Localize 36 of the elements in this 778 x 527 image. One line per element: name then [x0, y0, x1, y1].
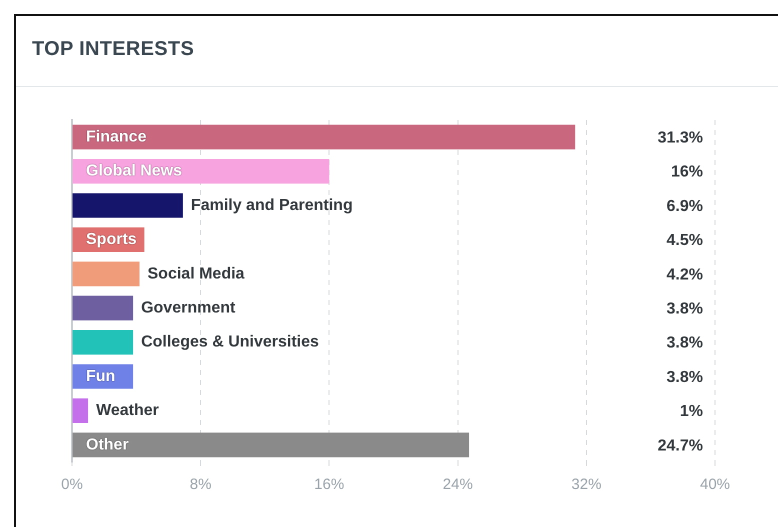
x-tick-label: 8% [190, 476, 212, 494]
data-label: 1% [680, 403, 703, 420]
bar [72, 124, 576, 150]
data-label: 6.9% [666, 198, 703, 215]
y-tick-label: Sports [86, 231, 137, 248]
y-tick-label: Finance [86, 128, 147, 146]
y-tick-label: Weather [96, 402, 159, 420]
x-tick-label: 16% [314, 476, 344, 494]
data-label: 3.8% [666, 300, 703, 318]
x-tick-label: 24% [442, 476, 473, 494]
y-tick-label: Social Media [148, 265, 245, 282]
x-tick-label: 0% [61, 476, 83, 494]
data-label: 3.8% [666, 334, 703, 352]
data-label: 4.5% [666, 232, 703, 250]
bar [72, 296, 134, 320]
y-tick-label: Government [141, 300, 236, 317]
y-tick-label: Fun [86, 368, 116, 385]
x-tick-label: 32% [571, 476, 602, 494]
data-label: 31.3% [658, 130, 703, 147]
bar [72, 193, 183, 218]
bar [72, 364, 134, 389]
bar [72, 158, 330, 184]
chart-title: TOP INTERESTS [32, 38, 194, 61]
y-tick-label: Other [86, 436, 129, 454]
y-tick-label: Colleges & Universities [141, 334, 320, 351]
y-tick-label: Family and Parenting [190, 196, 353, 214]
bar [72, 398, 88, 424]
bar [72, 330, 134, 355]
data-label: 16% [670, 164, 703, 181]
data-label: 24.7% [658, 437, 703, 454]
y-tick-label: Global News [86, 162, 182, 180]
data-label: 3.8% [666, 368, 703, 386]
bar [72, 432, 470, 458]
data-label: 4.2% [666, 266, 703, 284]
x-tick-label: 40% [700, 476, 730, 494]
bar [72, 262, 140, 286]
